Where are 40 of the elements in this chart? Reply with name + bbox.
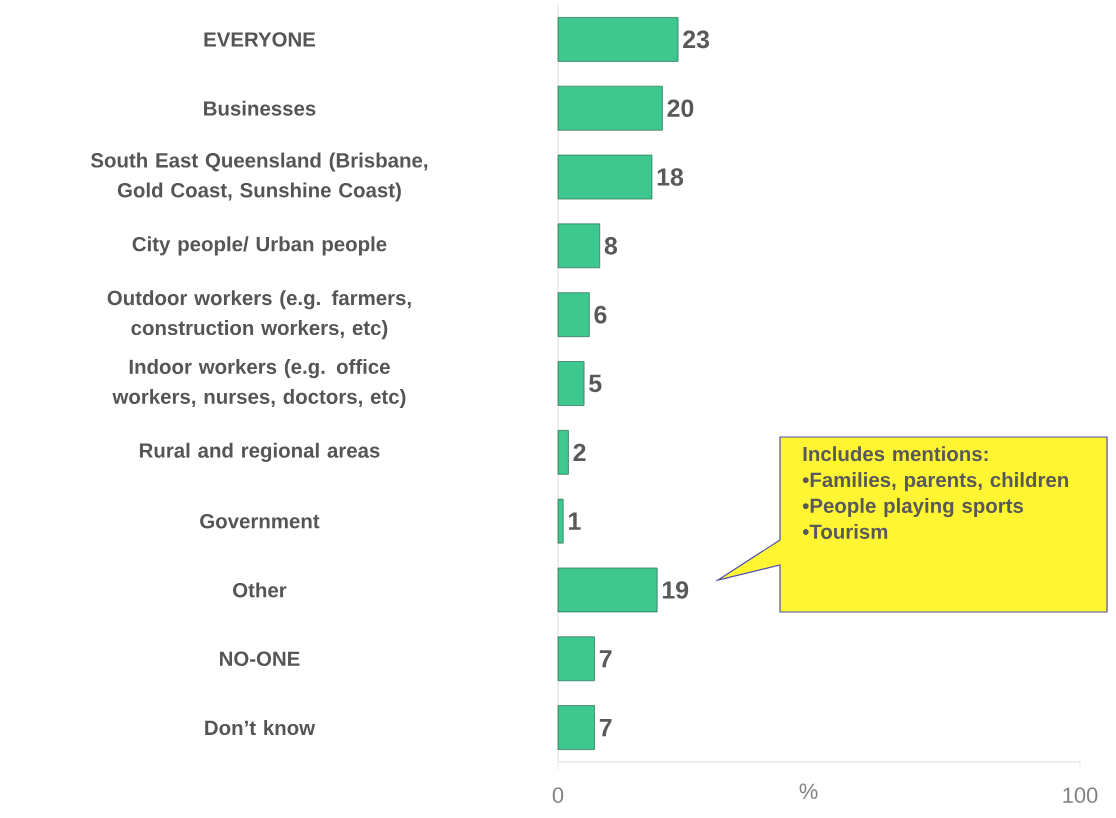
y-tick-label: Don’t know <box>205 720 316 736</box>
data-label: 18 <box>657 168 684 186</box>
y-tick-label: Other <box>233 582 287 598</box>
data-label: 1 <box>568 512 581 530</box>
bar <box>557 17 679 62</box>
y-tick-label: Government <box>200 513 320 529</box>
data-label: 5 <box>589 374 602 393</box>
data-label: 7 <box>599 650 612 668</box>
x-tick-label: 0 <box>552 787 564 804</box>
data-label: 19 <box>662 581 689 599</box>
bar <box>557 85 663 131</box>
annotation: •Tourism <box>802 523 888 539</box>
data-label: 20 <box>667 99 694 118</box>
bar <box>557 430 569 475</box>
y-tick-label: Businesses <box>204 100 316 116</box>
bar <box>557 636 595 682</box>
y-tick-label: Indoor workers (e.g. office workers, nurses, doctors, etc) <box>112 359 406 408</box>
bar <box>557 498 564 544</box>
bar <box>557 154 653 200</box>
data-label: 7 <box>599 719 612 737</box>
data-label: 2 <box>573 443 586 462</box>
bar <box>557 223 601 269</box>
y-tick-label: NO-ONE <box>219 651 300 667</box>
x-tick-label: 100 <box>1063 787 1098 804</box>
data-label: 23 <box>683 30 710 49</box>
data-label: 8 <box>604 237 618 255</box>
annotation: Includes mentions: <box>803 446 988 462</box>
bar <box>557 361 585 406</box>
x-axis-title: % <box>799 783 818 799</box>
y-tick-label: City people/ Urban people <box>132 236 387 256</box>
y-tick-label: South East Queensland (Brisbane, Gold Coast, Sunshine Coast) <box>90 152 428 202</box>
annotation: •Families, parents, children <box>802 472 1068 492</box>
bar <box>557 567 658 613</box>
y-tick-label: Rural and regional areas <box>139 442 380 462</box>
data-label: 6 <box>594 305 607 324</box>
y-tick-label: Outdoor workers (e.g. farmers, construction workers, etc) <box>107 290 411 340</box>
bar <box>557 705 595 750</box>
y-tick-label: EVERYONE <box>204 32 316 47</box>
annotation: •People playing sports <box>802 498 1023 518</box>
bar <box>557 292 590 337</box>
